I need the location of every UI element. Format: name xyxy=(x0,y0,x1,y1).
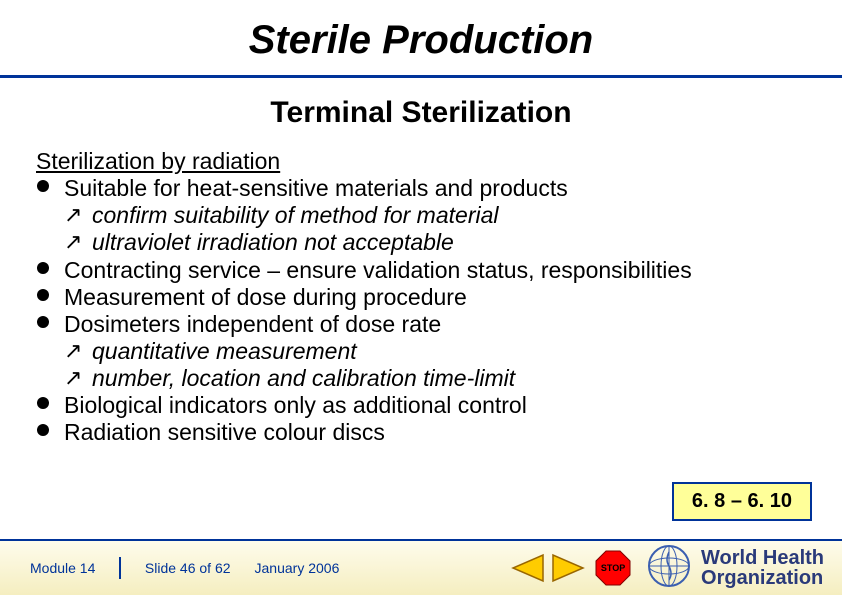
arrow-icon: ↗ xyxy=(64,229,92,255)
bullet-text: Radiation sensitive colour discs xyxy=(64,419,385,446)
arrow-icon: ↗ xyxy=(64,202,92,228)
bullet-icon xyxy=(36,419,64,437)
reference-box: 6. 8 – 6. 10 xyxy=(672,482,812,521)
footer-slide-number: Slide 46 of 62 xyxy=(145,560,231,576)
footer-separator xyxy=(119,557,121,579)
sub-text: quantitative measurement xyxy=(92,338,357,365)
bullet-text: Dosimeters independent of dose rate xyxy=(64,311,441,338)
who-text: World Health Organization xyxy=(701,548,824,588)
title-rule xyxy=(0,75,842,78)
slide-subtitle: Terminal Sterilization xyxy=(0,96,842,130)
sub-item: ↗ ultraviolet irradiation not acceptable xyxy=(64,229,806,256)
sub-item: ↗ confirm suitability of method for mate… xyxy=(64,202,806,229)
slide-title: Sterile Production xyxy=(0,0,842,63)
sub-item: ↗ number, location and calibration time-… xyxy=(64,365,806,392)
bullet-text: Suitable for heat-sensitive materials an… xyxy=(64,175,568,202)
arrow-icon: ↗ xyxy=(64,338,92,364)
section-heading: Sterilization by radiation xyxy=(36,148,806,175)
bullet-item: Biological indicators only as additional… xyxy=(36,392,806,419)
bullet-icon xyxy=(36,311,64,329)
who-line2: Organization xyxy=(701,568,824,588)
footer-left: Module 14 Slide 46 of 62 January 2006 xyxy=(30,557,509,579)
bullet-text: Contracting service – ensure validation … xyxy=(64,257,692,284)
who-line1: World Health xyxy=(701,548,824,568)
footer: Module 14 Slide 46 of 62 January 2006 ST… xyxy=(0,539,842,595)
sub-text: ultraviolet irradiation not acceptable xyxy=(92,229,454,256)
stop-button[interactable]: STOP xyxy=(593,548,633,588)
footer-date: January 2006 xyxy=(255,560,340,576)
who-logo-block: World Health Organization xyxy=(647,544,824,593)
bullet-text: Biological indicators only as additional… xyxy=(64,392,527,419)
sub-item: ↗ quantitative measurement xyxy=(64,338,806,365)
bullet-icon xyxy=(36,175,64,193)
bullet-icon xyxy=(36,392,64,410)
bullet-item: Suitable for heat-sensitive materials an… xyxy=(36,175,806,202)
who-emblem-icon xyxy=(647,544,691,593)
bullet-item: Contracting service – ensure validation … xyxy=(36,257,806,284)
footer-module: Module 14 xyxy=(30,560,95,576)
stop-label: STOP xyxy=(593,548,633,588)
next-button[interactable] xyxy=(551,553,587,583)
bullet-icon xyxy=(36,257,64,275)
bullet-item: Radiation sensitive colour discs xyxy=(36,419,806,446)
bullet-item: Measurement of dose during procedure xyxy=(36,284,806,311)
arrow-icon: ↗ xyxy=(64,365,92,391)
bullet-text: Measurement of dose during procedure xyxy=(64,284,467,311)
bullet-item: Dosimeters independent of dose rate xyxy=(36,311,806,338)
prev-button[interactable] xyxy=(509,553,545,583)
nav-controls: STOP xyxy=(509,548,633,588)
bullet-icon xyxy=(36,284,64,302)
sub-text: number, location and calibration time-li… xyxy=(92,365,515,392)
sub-text: confirm suitability of method for materi… xyxy=(92,202,499,229)
content-area: Sterilization by radiation Suitable for … xyxy=(36,148,806,446)
